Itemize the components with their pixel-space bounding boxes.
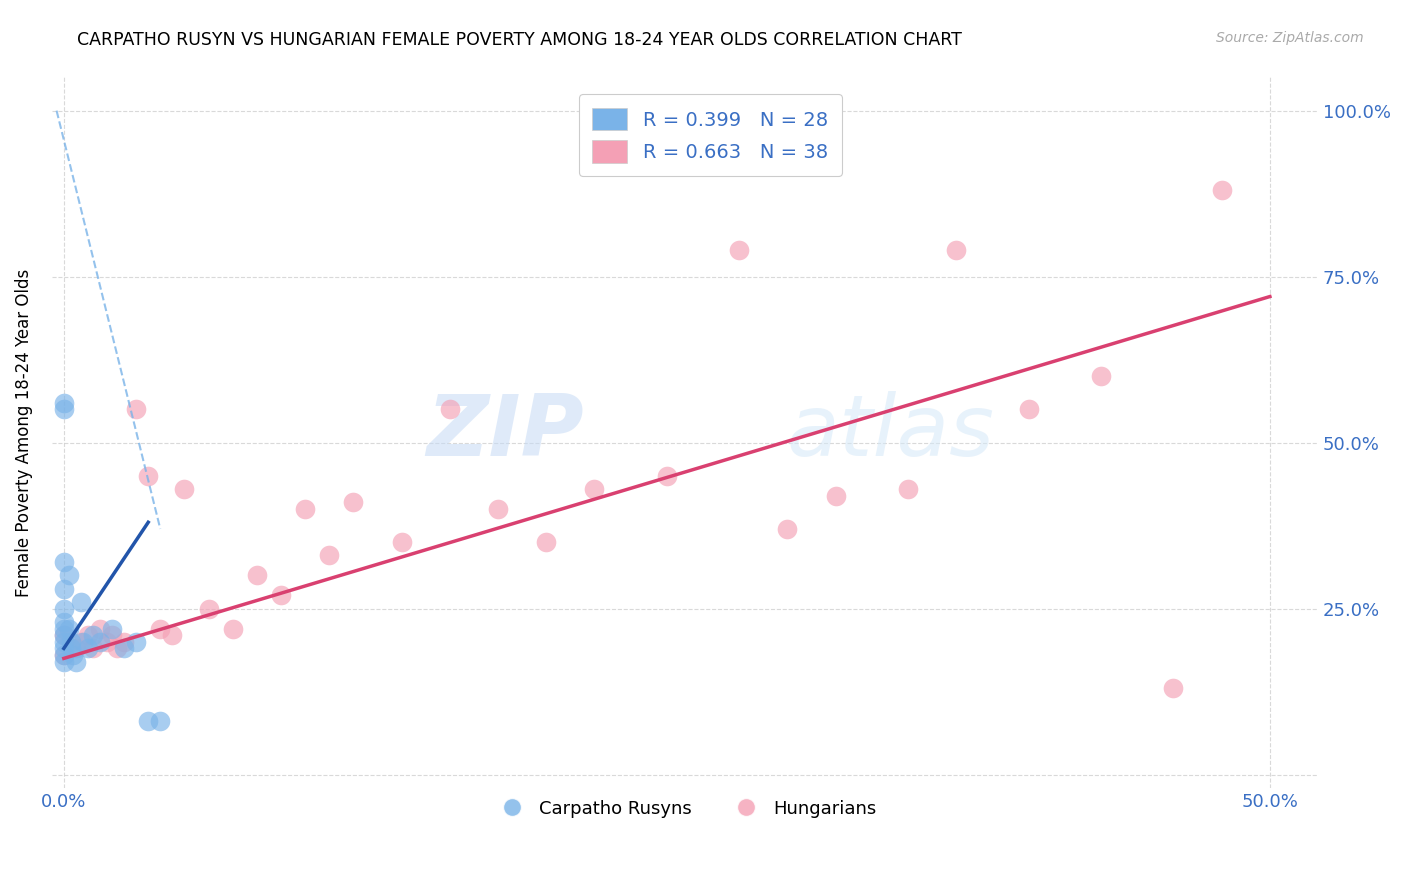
Legend: Carpatho Rusyns, Hungarians: Carpatho Rusyns, Hungarians (486, 793, 883, 825)
Point (77, 628, 100, 642)
Point (60, 635, 83, 649)
Point (125, 402, 148, 417)
Point (125, 635, 148, 649)
Point (1211, 183, 1233, 197)
Point (105, 641, 128, 656)
Point (162, 628, 184, 642)
Point (52, 402, 75, 417)
Point (655, 468, 678, 483)
Text: ZIP: ZIP (426, 392, 583, 475)
Point (58, 568, 80, 582)
Point (101, 628, 124, 642)
Text: atlas: atlas (786, 392, 994, 475)
Point (65, 655, 87, 669)
Point (294, 502, 316, 516)
Point (1018, 402, 1040, 417)
Point (318, 549, 340, 563)
Point (65, 641, 87, 656)
Point (62, 648, 84, 662)
Point (52, 555, 75, 569)
Point (52, 601, 75, 615)
Point (1163, 681, 1185, 696)
Point (136, 468, 159, 483)
Point (342, 495, 364, 509)
Point (270, 588, 292, 602)
Text: CARPATHO RUSYN VS HUNGARIAN FEMALE POVERTY AMONG 18-24 YEAR OLDS CORRELATION CHA: CARPATHO RUSYN VS HUNGARIAN FEMALE POVER… (77, 31, 962, 49)
Point (728, 243, 751, 257)
Point (52, 622, 75, 636)
Point (173, 482, 195, 496)
Point (486, 502, 509, 516)
Point (72, 635, 94, 649)
Point (197, 601, 219, 615)
Point (52, 655, 75, 669)
Point (221, 622, 243, 636)
Point (583, 482, 606, 496)
Point (945, 243, 967, 257)
Point (58, 622, 80, 636)
Point (536, 535, 558, 549)
Point (112, 641, 135, 656)
Point (96, 635, 118, 649)
Point (52, 615, 75, 629)
Point (52, 648, 75, 662)
Point (89, 635, 111, 649)
Point (149, 714, 172, 729)
Point (60, 641, 83, 656)
Point (439, 402, 461, 417)
Point (69, 595, 91, 609)
Point (897, 482, 920, 496)
Point (52, 396, 75, 410)
Point (52, 628, 75, 642)
Point (69, 635, 91, 649)
Point (82, 628, 104, 642)
Point (149, 622, 172, 636)
Point (52, 628, 75, 642)
Y-axis label: Female Poverty Among 18-24 Year Olds: Female Poverty Among 18-24 Year Olds (15, 268, 32, 597)
Point (136, 714, 159, 729)
Point (824, 489, 846, 503)
Point (101, 622, 124, 636)
Point (89, 622, 111, 636)
Point (77, 641, 100, 656)
Point (52, 648, 75, 662)
Point (112, 635, 135, 649)
Point (82, 641, 104, 656)
Point (52, 582, 75, 596)
Point (246, 568, 269, 582)
Point (776, 522, 799, 536)
Point (52, 641, 75, 656)
Point (1090, 369, 1112, 384)
Point (52, 635, 75, 649)
Point (391, 535, 413, 549)
Text: Source: ZipAtlas.com: Source: ZipAtlas.com (1216, 31, 1364, 45)
